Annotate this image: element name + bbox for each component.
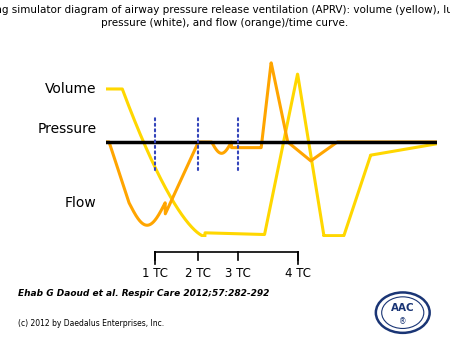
Text: 3 TC: 3 TC — [225, 267, 251, 280]
Text: Flow: Flow — [65, 195, 97, 210]
Text: Volume: Volume — [45, 82, 97, 96]
Text: 1 TC: 1 TC — [142, 267, 168, 280]
Text: AAC: AAC — [391, 303, 414, 313]
Text: (c) 2012 by Daedalus Enterprises, Inc.: (c) 2012 by Daedalus Enterprises, Inc. — [18, 319, 164, 328]
Text: ®: ® — [399, 317, 406, 326]
Text: 4 TC: 4 TC — [284, 267, 310, 280]
Text: Lung simulator diagram of airway pressure release ventilation (APRV): volume (ye: Lung simulator diagram of airway pressur… — [0, 5, 450, 28]
Text: 2 TC: 2 TC — [185, 267, 211, 280]
Text: Pressure: Pressure — [38, 122, 97, 136]
Text: Ehab G Daoud et al. Respir Care 2012;57:282-292: Ehab G Daoud et al. Respir Care 2012;57:… — [18, 289, 270, 298]
